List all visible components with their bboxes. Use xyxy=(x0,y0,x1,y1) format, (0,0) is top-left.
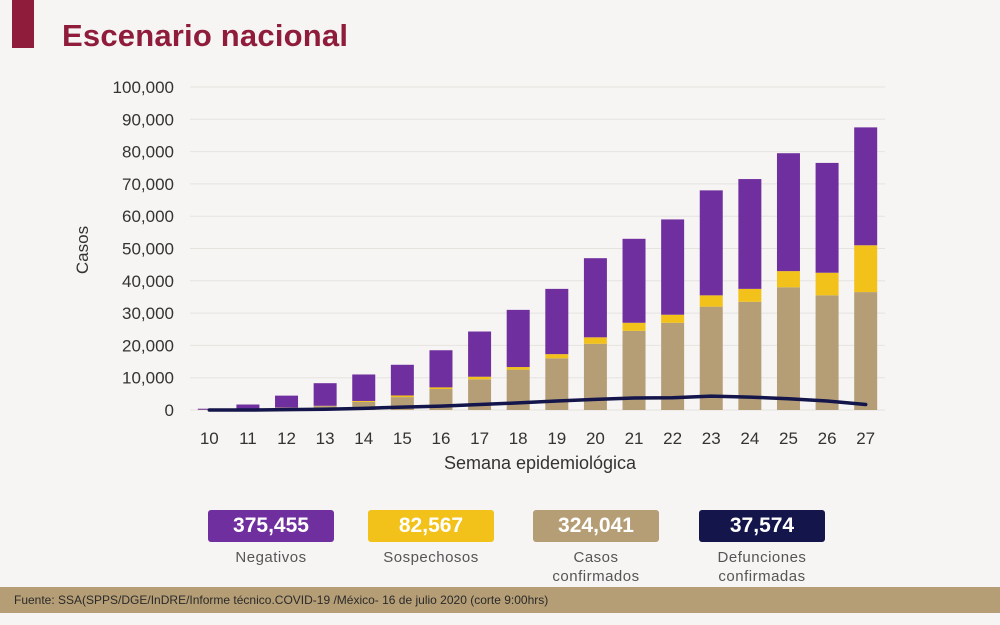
legend-sospechosos-label: Sospechosos xyxy=(383,549,479,566)
y-axis-title: Casos xyxy=(73,226,92,274)
gridlines xyxy=(190,86,885,411)
x-tick-label: 23 xyxy=(702,429,721,448)
y-tick-label: 70,000 xyxy=(122,175,174,194)
bar-segment xyxy=(776,271,800,288)
bar-segment xyxy=(506,367,530,370)
y-tick-label: 30,000 xyxy=(122,304,174,323)
legend-sospechosos-value: 82,567 xyxy=(368,510,494,542)
bar-segment xyxy=(661,322,685,410)
x-tick-label: 24 xyxy=(740,429,759,448)
legend-defunciones-value: 37,574 xyxy=(699,510,825,542)
y-tick-label: 0 xyxy=(165,401,174,420)
y-axis-ticks: 0 10,000 20,000 30,000 40,000 50,000 60,000 70,… xyxy=(113,78,174,420)
y-tick-label: 60,000 xyxy=(122,207,174,226)
bar-segment xyxy=(622,322,646,331)
stacked-bar-chart: 0 10,000 20,000 30,000 40,000 50,000 60,000 70,… xyxy=(73,78,885,473)
legend-confirmados-label: Casos confirmados xyxy=(552,549,640,585)
bar-segment xyxy=(352,401,376,410)
bar-segment xyxy=(468,379,492,410)
x-tick-label: 15 xyxy=(393,429,412,448)
y-tick-label: 90,000 xyxy=(122,110,174,129)
x-tick-label: 19 xyxy=(547,429,566,448)
legend-negativos-value: 375,455 xyxy=(208,510,334,542)
y-tick-label: 100,000 xyxy=(113,78,174,97)
bar-segment xyxy=(854,292,878,410)
bar-segment xyxy=(699,306,723,410)
bar-segment xyxy=(583,258,607,338)
x-axis-ticks: 10 11 12 13 14 15 16 17 18 19 20 21 22 23 24 25 26 27 xyxy=(200,429,875,448)
bar-segment xyxy=(661,219,685,315)
bar-segment xyxy=(699,295,723,307)
x-tick-label: 16 xyxy=(432,429,451,448)
bar-segment xyxy=(815,162,839,273)
x-tick-label: 18 xyxy=(509,429,528,448)
legend-negativos: 375,455 Negativos xyxy=(206,510,336,567)
x-tick-label: 26 xyxy=(818,429,837,448)
bar-segment xyxy=(275,395,299,408)
x-tick-label: 10 xyxy=(200,429,219,448)
y-tick-label: 20,000 xyxy=(122,336,174,355)
bar-segment xyxy=(313,383,337,406)
bar-segment xyxy=(854,245,878,293)
bar-segment xyxy=(390,395,414,398)
y-tick-label: 80,000 xyxy=(122,143,174,162)
bars xyxy=(197,127,878,410)
bar-segment xyxy=(236,404,260,410)
legend-defunciones-label: Defunciones confirmadas xyxy=(717,549,807,585)
x-axis-title: Semana epidemiológica xyxy=(444,453,637,473)
bar-segment xyxy=(776,153,800,272)
bar-segment xyxy=(545,354,569,359)
bar-segment xyxy=(506,369,530,410)
legend-confirmados-value: 324,041 xyxy=(533,510,659,542)
deaths-line xyxy=(207,394,868,412)
bar-segment xyxy=(738,288,762,302)
bar-segment xyxy=(815,295,839,410)
x-tick-label: 11 xyxy=(239,429,257,448)
deaths-series-line xyxy=(207,394,868,412)
y-tick-label: 40,000 xyxy=(122,272,174,291)
bar-segment xyxy=(583,343,607,410)
x-tick-label: 20 xyxy=(586,429,605,448)
page-title: Escenario nacional xyxy=(62,18,349,53)
x-tick-label: 25 xyxy=(779,429,798,448)
bar-segment xyxy=(545,288,569,355)
legend-defunciones: 37,574 Defunciones confirmadas xyxy=(697,510,827,586)
bar-segment xyxy=(468,376,492,380)
bar-segment xyxy=(352,400,376,402)
source-footer: Fuente: SSA(SPPS/DGE/InDRE/Informe técni… xyxy=(0,587,1000,613)
x-tick-label: 13 xyxy=(316,429,335,448)
bar-segment xyxy=(429,350,453,388)
bar-segment xyxy=(583,337,607,344)
bar-segment xyxy=(506,309,530,368)
legend-sospechosos: 82,567 Sospechosos xyxy=(366,510,496,567)
x-tick-label: 12 xyxy=(277,429,296,448)
legend-negativos-label: Negativos xyxy=(235,549,307,566)
x-tick-label: 14 xyxy=(354,429,373,448)
bar-segment xyxy=(738,301,762,410)
bar-segment xyxy=(352,374,376,401)
header-accent-bar xyxy=(12,0,34,48)
bar-segment xyxy=(815,272,839,296)
bar-segment xyxy=(468,331,492,377)
bar-segment xyxy=(622,238,646,323)
bar-segment xyxy=(622,330,646,410)
bar-segment xyxy=(429,387,453,390)
x-tick-label: 22 xyxy=(663,429,682,448)
bar-segment xyxy=(776,287,800,410)
y-tick-label: 50,000 xyxy=(122,240,174,259)
bar-segment xyxy=(390,364,414,396)
bar-segment xyxy=(738,179,762,289)
bar-segment xyxy=(854,127,878,246)
x-tick-label: 21 xyxy=(625,429,644,448)
bar-segment xyxy=(699,190,723,296)
y-tick-label: 10,000 xyxy=(122,369,174,388)
x-tick-label: 17 xyxy=(470,429,489,448)
legend-confirmados: 324,041 Casos confirmados xyxy=(531,510,661,586)
bar-segment xyxy=(545,358,569,410)
bar-segment xyxy=(661,314,685,323)
x-tick-label: 27 xyxy=(856,429,875,448)
